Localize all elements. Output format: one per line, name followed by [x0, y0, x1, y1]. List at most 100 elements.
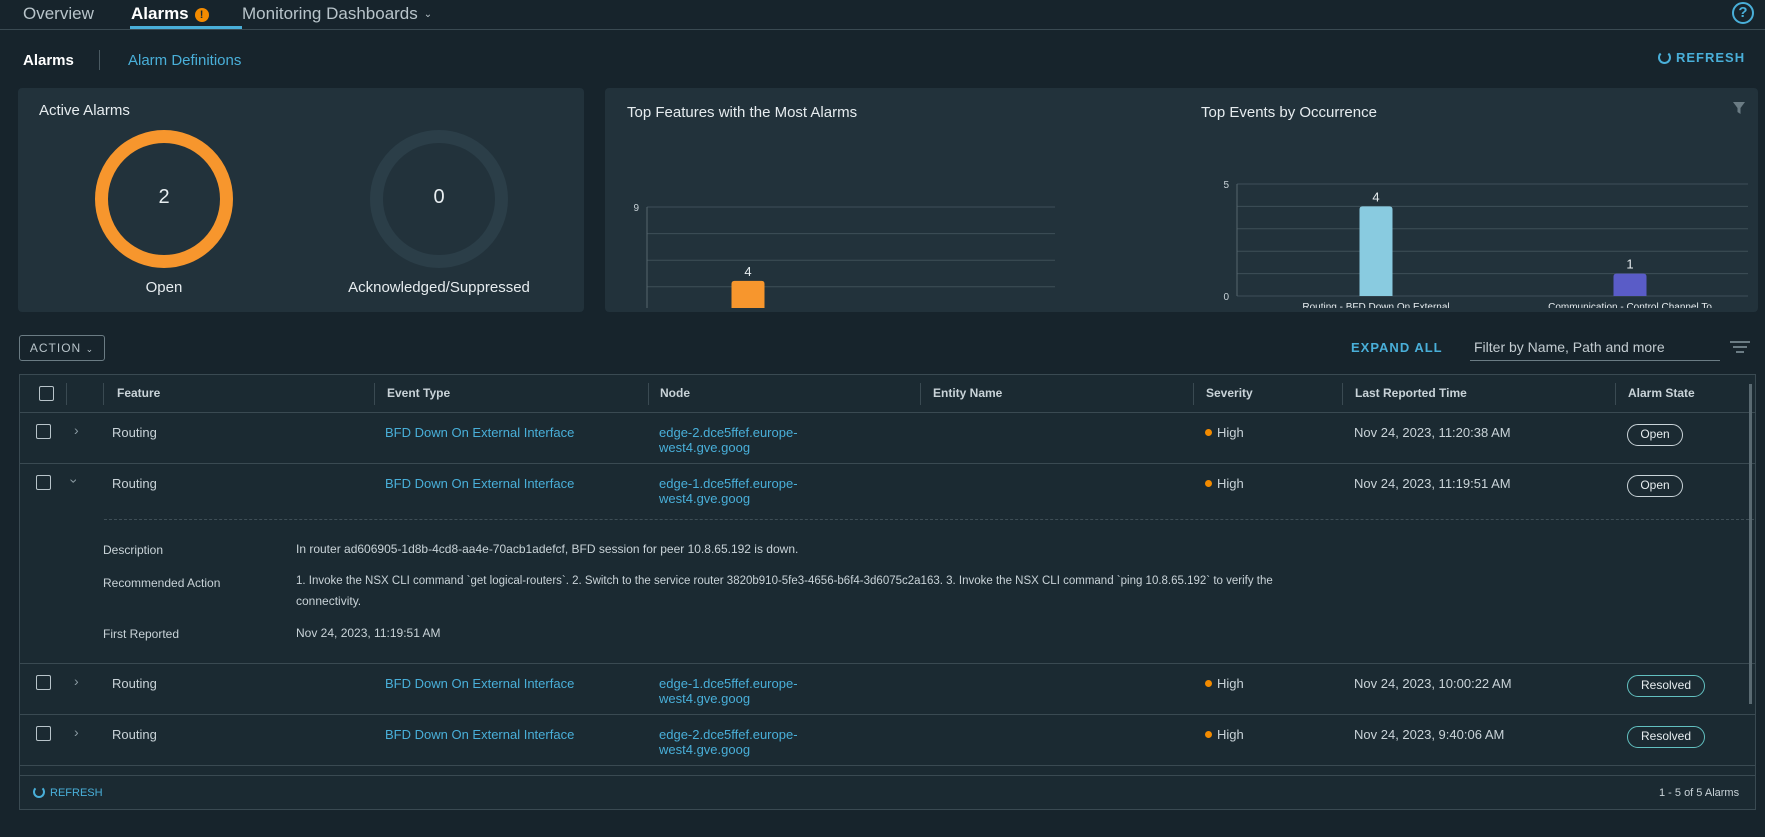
node-line-1: edge-2.dce5ffef.europe-: [659, 425, 798, 440]
action-dropdown[interactable]: ACTION ⌄: [19, 335, 105, 361]
column-header-alarm-state[interactable]: Alarm State: [1628, 386, 1695, 400]
column-divider: [1615, 383, 1616, 405]
y-tick-label: 9: [633, 203, 639, 214]
y-tick-label: 0: [1223, 292, 1229, 303]
tab-overview[interactable]: Overview: [23, 4, 94, 23]
node-link[interactable]: edge-1.dce5ffef.europe-west4.gve.goog: [659, 676, 798, 706]
table-row[interactable]: › Routing BFD Down On External Interface…: [20, 664, 1755, 715]
node-line-2: west4.gve.goog: [659, 491, 751, 506]
column-header-node[interactable]: Node: [660, 386, 690, 400]
node-line-1: edge-1.dce5ffef.europe-: [659, 476, 798, 491]
feature-cell: Routing: [112, 676, 157, 691]
severity-cell: High: [1205, 425, 1244, 440]
acknowledged-alarms-count: 0: [433, 186, 445, 208]
column-header-severity[interactable]: Severity: [1206, 386, 1253, 400]
node-line-2: west4.gve.goog: [659, 742, 751, 757]
node-link[interactable]: edge-2.dce5ffef.europe-west4.gve.goog: [659, 727, 798, 757]
refresh-icon: [33, 786, 45, 798]
recommended-action-line-1: 1. Invoke the NSX CLI command `get logic…: [296, 575, 1273, 587]
table-row-expanded[interactable]: › Routing BFD Down On External Interface…: [20, 464, 1755, 664]
last-reported-cell: Nov 24, 2023, 9:40:06 AM: [1354, 727, 1505, 742]
severity-label: High: [1217, 425, 1244, 440]
vertical-scrollbar[interactable]: [1749, 384, 1752, 704]
chevron-down-icon: ⌄: [423, 9, 433, 20]
open-alarms-count: 2: [158, 186, 170, 208]
data-label: 4: [1372, 189, 1379, 204]
event-type-link[interactable]: BFD Down On External Interface: [385, 676, 575, 691]
chart-filter-icon[interactable]: [1732, 101, 1746, 115]
node-line-1: edge-1.dce5ffef.europe-: [659, 676, 798, 691]
subnav-alarms[interactable]: Alarms: [23, 52, 74, 69]
footer-refresh-button[interactable]: REFRESH: [33, 786, 103, 799]
refresh-button[interactable]: REFRESH: [1658, 50, 1745, 65]
recommended-action-label: Recommended Action: [103, 576, 221, 590]
chevron-down-icon[interactable]: ›: [66, 478, 83, 484]
data-label: 1: [1626, 257, 1633, 272]
data-label: 4: [744, 264, 751, 279]
action-label: ACTION: [29, 341, 82, 355]
subnav-alarm-definitions[interactable]: Alarm Definitions: [128, 52, 242, 69]
event-type-link[interactable]: BFD Down On External Interface: [385, 727, 575, 742]
description-label: Description: [103, 543, 164, 557]
y-tick-label: 5: [1223, 180, 1229, 191]
column-filter-icon[interactable]: [1730, 341, 1750, 356]
table-row[interactable]: › Routing BFD Down On External Interface…: [20, 413, 1755, 464]
row-checkbox[interactable]: [36, 675, 51, 690]
active-alarms-card: Active Alarms 2 Open 0 Acknowledged/Supp…: [18, 88, 584, 312]
node-link[interactable]: edge-1.dce5ffef.europe-west4.gve.goog: [659, 476, 798, 506]
select-all-checkbox[interactable]: [39, 386, 54, 401]
top-features-chart: 904Routing1Communication: [633, 203, 1055, 308]
top-nav: Overview Alarms! Monitoring Dashboards ⌄ …: [0, 0, 1765, 30]
feature-cell: Routing: [112, 727, 157, 742]
recommended-action-value: 1. Invoke the NSX CLI command `get logic…: [296, 571, 1736, 611]
chevron-right-icon[interactable]: ›: [74, 673, 79, 689]
column-header-event-type[interactable]: Event Type: [387, 386, 451, 400]
column-divider: [920, 383, 921, 405]
chevron-right-icon[interactable]: ›: [74, 422, 79, 438]
bar: [731, 280, 765, 308]
chevron-down-icon: ⌄: [85, 344, 95, 354]
open-alarms-label: Open: [145, 279, 183, 296]
column-divider: [1193, 383, 1194, 405]
node-link[interactable]: edge-2.dce5ffef.europe-west4.gve.goog: [659, 425, 798, 455]
pagination-count: 1 - 5 of 5 Alarms: [1659, 787, 1740, 799]
severity-cell: High: [1205, 727, 1244, 742]
top-events-title: Top Events by Occurrence: [1201, 104, 1377, 121]
category-label: Communication - Control Channel To: [1548, 302, 1712, 308]
filter-input[interactable]: [1470, 333, 1720, 361]
warning-badge-icon: !: [194, 8, 209, 22]
column-header-entity-name[interactable]: Entity Name: [933, 386, 1003, 400]
tab-monitoring-dashboards[interactable]: Monitoring Dashboards ⌄: [242, 4, 432, 24]
severity-dot-icon: [1205, 680, 1212, 687]
event-type-link[interactable]: BFD Down On External Interface: [385, 476, 575, 491]
active-alarms-title: Active Alarms: [39, 102, 130, 119]
status-badge: Open: [1627, 475, 1683, 497]
tab-alarms[interactable]: Alarms!: [131, 4, 209, 24]
tab-monitoring-label: Monitoring Dashboards: [242, 4, 418, 23]
severity-cell: High: [1205, 476, 1244, 491]
column-header-last-reported[interactable]: Last Reported Time: [1355, 386, 1467, 400]
severity-label: High: [1217, 727, 1244, 742]
grid-footer: REFRESH 1 - 5 of 5 Alarms: [20, 775, 1755, 811]
expand-all-button[interactable]: EXPAND ALL: [1351, 340, 1443, 355]
column-divider: [66, 383, 67, 405]
top-features-title: Top Features with the Most Alarms: [627, 104, 858, 121]
row-checkbox[interactable]: [36, 475, 51, 490]
severity-cell: High: [1205, 676, 1244, 691]
help-icon[interactable]: ?: [1732, 2, 1754, 24]
alarms-grid: Feature Event Type Node Entity Name Seve…: [19, 374, 1756, 810]
column-divider: [1342, 383, 1343, 405]
row-checkbox[interactable]: [36, 424, 51, 439]
column-header-feature[interactable]: Feature: [117, 386, 161, 400]
table-row[interactable]: › Routing BFD Down On External Interface…: [20, 715, 1755, 766]
feature-cell: Routing: [112, 425, 157, 440]
chevron-right-icon[interactable]: ›: [74, 724, 79, 740]
column-divider: [103, 383, 104, 405]
column-divider: [374, 383, 375, 405]
node-line-2: west4.gve.goog: [659, 440, 751, 455]
event-type-link[interactable]: BFD Down On External Interface: [385, 425, 575, 440]
severity-dot-icon: [1205, 480, 1212, 487]
row-checkbox[interactable]: [36, 726, 51, 741]
last-reported-cell: Nov 24, 2023, 11:19:51 AM: [1354, 476, 1511, 491]
